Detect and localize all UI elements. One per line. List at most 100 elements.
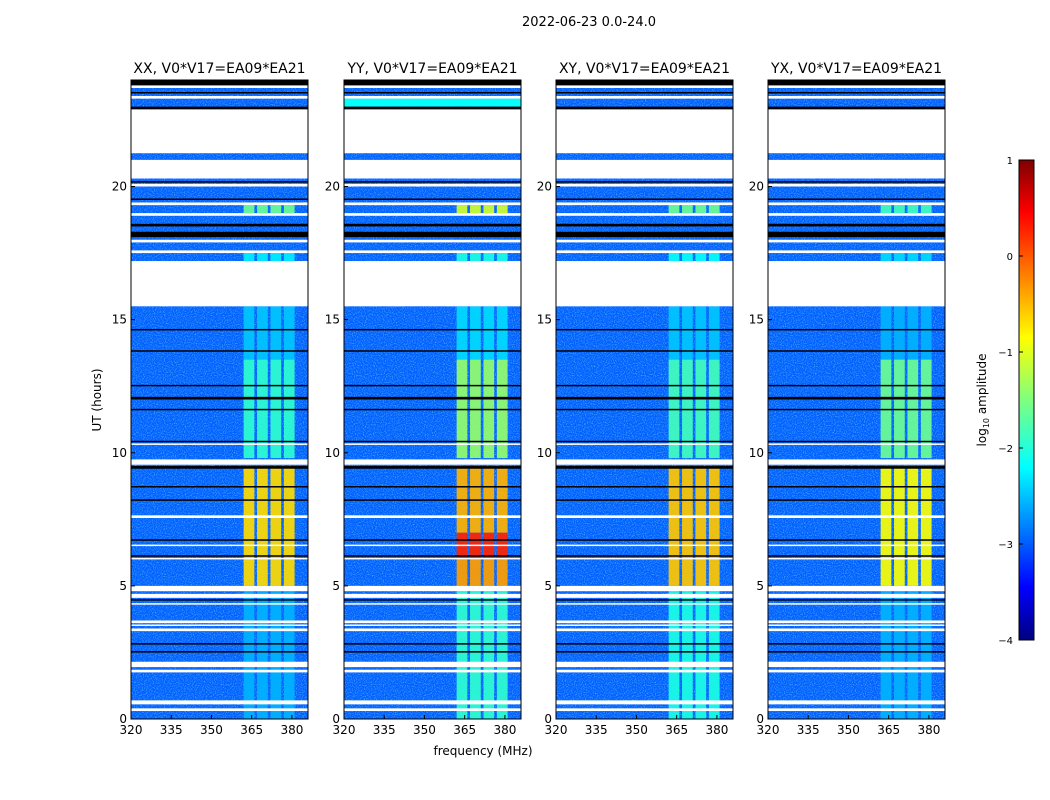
blank-row bbox=[556, 486, 733, 488]
flagged-row bbox=[768, 202, 945, 206]
flagged-row bbox=[344, 85, 521, 88]
rfi-cell bbox=[880, 306, 892, 360]
rfi-cell bbox=[257, 591, 268, 719]
flagged-row bbox=[131, 620, 308, 624]
flagged-row bbox=[131, 624, 308, 626]
colorbar-tick-label: −2 bbox=[998, 444, 1013, 455]
x-tick-label: 365 bbox=[453, 723, 476, 737]
flagged-row bbox=[768, 95, 945, 99]
flagged-row bbox=[131, 109, 308, 154]
flagged-row bbox=[768, 261, 945, 307]
flagged-row bbox=[556, 585, 733, 592]
rfi-cell bbox=[496, 559, 508, 586]
flagged-row bbox=[556, 700, 733, 705]
y-tick-label: 5 bbox=[332, 579, 340, 593]
rfi-cell bbox=[907, 306, 919, 360]
blank-row bbox=[344, 440, 521, 443]
blank-row bbox=[556, 466, 733, 469]
flagged-row bbox=[344, 624, 521, 626]
flagged-row bbox=[768, 669, 945, 673]
blank-row bbox=[768, 181, 945, 183]
colorbar-tick-label: −4 bbox=[998, 636, 1013, 647]
flagged-row bbox=[768, 700, 945, 705]
x-tick-label: 320 bbox=[333, 723, 356, 737]
flagged-row bbox=[344, 239, 521, 243]
blank-row bbox=[344, 384, 521, 387]
rfi-cell bbox=[695, 466, 707, 586]
flagged-row bbox=[131, 459, 308, 465]
blank-row bbox=[768, 198, 945, 200]
panel-1: XX, V0*V17=EA09*EA21 320 335 350 365 380 0 5 10 1… bbox=[112, 61, 309, 737]
x-tick-label: 365 bbox=[240, 723, 263, 737]
flagged-row bbox=[768, 620, 945, 624]
rfi-cell bbox=[920, 205, 932, 214]
rfi-cell bbox=[456, 559, 468, 586]
rfi-cell bbox=[270, 253, 282, 262]
blank-row bbox=[768, 651, 945, 653]
flagged-row bbox=[768, 661, 945, 668]
rfi-cell bbox=[243, 306, 255, 360]
rfi-cell bbox=[456, 205, 468, 214]
flagged-row bbox=[768, 213, 945, 216]
flagged-row bbox=[344, 459, 521, 465]
rfi-cell bbox=[708, 466, 720, 586]
blank-row bbox=[768, 466, 945, 469]
blank-row bbox=[131, 91, 308, 94]
broadband-cells bbox=[344, 98, 521, 107]
x-tick-label: 320 bbox=[545, 723, 568, 737]
panel-title: XX, V0*V17=EA09*EA21 bbox=[133, 61, 305, 77]
blank-row bbox=[556, 91, 733, 94]
blank-row bbox=[768, 223, 945, 227]
flagged-row bbox=[131, 213, 308, 216]
blank-row bbox=[131, 651, 308, 653]
blank-row bbox=[768, 384, 945, 387]
rfi-cell bbox=[496, 205, 508, 214]
panel-frame bbox=[767, 79, 946, 720]
x-tick-label: 380 bbox=[705, 723, 728, 737]
blank-row bbox=[131, 396, 308, 400]
blank-row bbox=[556, 651, 733, 653]
y-tick-label: 0 bbox=[756, 712, 764, 726]
rfi-cell bbox=[682, 466, 693, 586]
flagged-row bbox=[556, 213, 733, 216]
y-axis-label: UT (hours) bbox=[90, 368, 104, 431]
rfi-cell bbox=[880, 253, 892, 262]
flagged-row bbox=[556, 628, 733, 632]
flagged-row bbox=[131, 544, 308, 547]
colorbar: log10 amplitude 1 0 −1 −2 −3 −4 bbox=[975, 156, 1035, 647]
flagged-row bbox=[131, 700, 308, 705]
rfi-cell bbox=[682, 205, 693, 214]
flagged-row bbox=[344, 603, 521, 605]
flagged-row bbox=[768, 603, 945, 605]
flagged-row bbox=[768, 183, 945, 187]
blank-row bbox=[556, 231, 733, 238]
rfi-cell bbox=[283, 205, 295, 214]
panel-3: XY, V0*V17=EA09*EA21 320 335 350 365 380 0 5 10 1… bbox=[537, 61, 734, 737]
flagged-row bbox=[556, 459, 733, 465]
flagged-row bbox=[344, 109, 521, 154]
rfi-cell bbox=[470, 559, 481, 586]
flagged-row bbox=[344, 95, 521, 99]
flagged-row bbox=[131, 159, 308, 179]
flagged-row bbox=[768, 515, 945, 518]
blank-row bbox=[344, 181, 521, 183]
flagged-row bbox=[768, 708, 945, 712]
blank-row bbox=[344, 539, 521, 541]
flagged-row bbox=[344, 183, 521, 187]
rfi-cell bbox=[496, 591, 508, 719]
rfi-cell bbox=[283, 466, 295, 586]
flagged-row bbox=[344, 544, 521, 547]
rfi-cell bbox=[894, 253, 905, 262]
colorbar-gradient bbox=[1018, 159, 1035, 641]
y-tick-label: 5 bbox=[544, 579, 552, 593]
rfi-cell bbox=[920, 466, 932, 586]
rfi-cell bbox=[708, 205, 720, 214]
flagged-row bbox=[344, 213, 521, 216]
flagged-row bbox=[131, 239, 308, 243]
colorbar-tick-label: −1 bbox=[998, 348, 1013, 359]
flagged-row bbox=[131, 661, 308, 668]
blank-row bbox=[131, 80, 308, 86]
rfi-cell bbox=[470, 591, 481, 719]
